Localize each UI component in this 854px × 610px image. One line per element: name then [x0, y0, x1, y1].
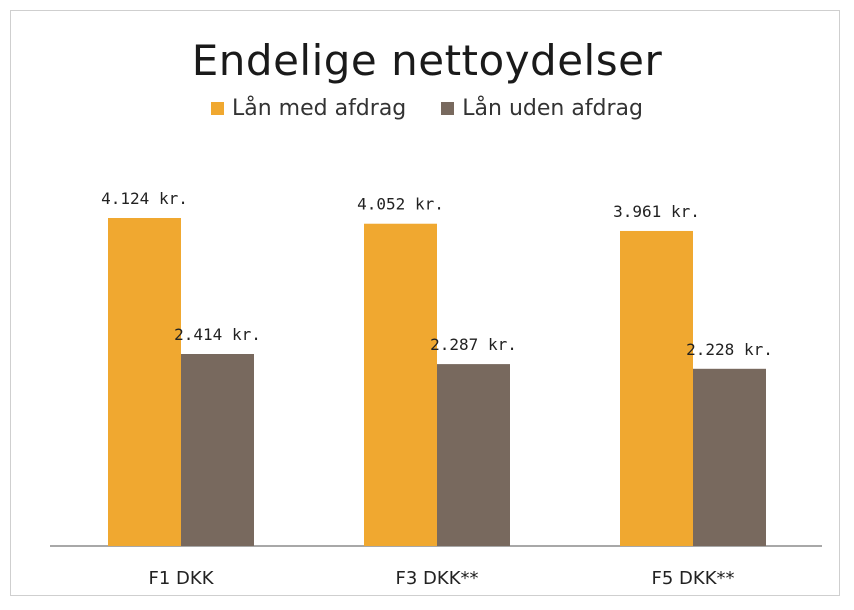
bar-2-1 — [181, 354, 254, 546]
bar-2-3 — [693, 368, 766, 546]
legend-item-series-1: Lån med afdrag — [210, 96, 407, 121]
data-label-1-3: 3.961 kr. — [613, 202, 700, 221]
bar-1-2 — [364, 223, 437, 546]
bar-2-2 — [437, 364, 510, 546]
legend-item-series-2: Lån uden afdrag — [441, 96, 643, 121]
chart-title: Endelige nettoydelser — [191, 36, 663, 85]
bar-1-3 — [620, 230, 693, 546]
legend-swatch-series-1 — [210, 102, 224, 115]
legend-label-series-1: Lån med afdrag — [231, 96, 407, 121]
chart-legend: Lån med afdrag Lån uden afdrag — [0, 96, 854, 121]
data-label-2-1: 2.414 kr. — [174, 325, 261, 344]
data-label-2-2: 2.287 kr. — [430, 335, 517, 354]
data-label-1-2: 4.052 kr. — [357, 195, 444, 214]
legend-label-series-2: Lån uden afdrag — [462, 96, 644, 121]
x-tick-label-3: F5 DKK** — [652, 568, 735, 589]
data-label-2-3: 2.228 kr. — [686, 340, 773, 359]
x-tick-label-1: F1 DKK — [149, 568, 215, 589]
data-label-1-1: 4.124 kr. — [101, 189, 188, 208]
legend-swatch-series-2 — [441, 102, 455, 115]
bar-1-1 — [108, 218, 181, 546]
x-tick-label-2: F3 DKK** — [396, 568, 479, 589]
